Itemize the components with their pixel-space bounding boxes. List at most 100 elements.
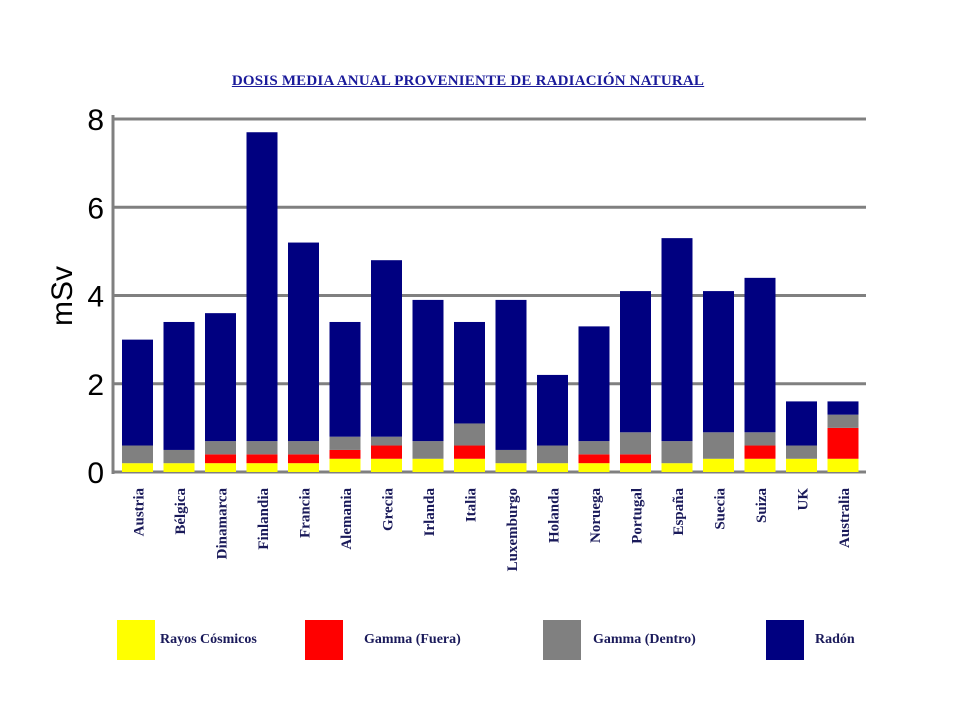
bar-segment [371,458,402,472]
category-label: Portugal [630,488,646,544]
bar-segment [620,291,651,433]
bar-segment [786,458,817,472]
legend-label: Gamma (Fuera) [364,632,461,647]
bar-segment [537,463,568,472]
legend-swatch [305,620,343,660]
bar-segment [371,260,402,437]
bar-segment [122,445,153,464]
category-label: Austria [132,488,148,537]
bar-segment [786,445,817,459]
bar-segment [703,432,734,459]
bar-segment [205,454,236,464]
bar-segment [661,441,693,464]
bar-segment [412,458,444,472]
bar-segment [537,374,568,446]
chart-title: DOSIS MEDIA ANUAL PROVENIENTE DE RADIACI… [231,73,705,89]
bar-segment [578,463,610,472]
bar-segment [703,458,734,472]
bar-segment [578,326,610,442]
bar-segment [163,321,195,450]
bar-segment [744,458,776,472]
y-tick-label: 8 [87,104,104,137]
bar-segment [744,432,776,446]
y-axis-label: mSv [46,266,79,326]
y-tick-label: 0 [87,457,104,490]
category-labels: Austria Bélgica Dinamarca Finlandia Francia A… [132,488,854,572]
y-tick-label: 2 [87,369,104,402]
bar-segment [288,242,319,442]
grid-lines [113,117,866,386]
legend-label: Gamma (Dentro) [593,632,696,647]
category-label: España [671,488,687,536]
bar-segment [163,463,195,472]
bar-segment [329,449,361,459]
legend-swatch [543,620,581,660]
legend-label: Radón [815,632,855,647]
category-label: Luxemburgo [505,488,521,571]
bar-segment [495,449,527,464]
category-label: Dinamarca [215,488,231,560]
bar-segment [246,132,278,442]
bar-segment [454,423,485,446]
bar-segment [288,441,319,455]
bar-segment [205,313,236,442]
bar-segment [205,463,236,472]
bar-segment [122,463,153,472]
category-label: Grecia [381,488,397,532]
bar-segment [578,454,610,464]
bar-segment [329,458,361,472]
bar-segment [620,432,651,455]
bar-segment [661,463,693,472]
category-label: Finlandia [256,488,272,550]
category-label: Bélgica [173,488,189,535]
bar-segment [827,458,859,472]
bar-segment [205,441,236,455]
bar-segment [371,436,402,446]
bar-segment [827,401,859,415]
bar-segment [537,445,568,464]
bar-segment [495,463,527,472]
bar-segment [454,321,485,424]
category-label: Alemania [339,488,355,550]
category-label: Noruega [588,488,604,543]
bar-segment [246,441,278,455]
category-label: Holanda [547,488,563,544]
legend-swatch [117,620,155,660]
axes: 0 2 4 6 8 [87,104,866,490]
category-label: Australia [837,488,853,549]
bar-segment [454,445,485,459]
legend-swatch [766,620,804,660]
category-label: Irlanda [422,488,438,537]
bars [122,132,859,472]
bar-segment [412,299,444,442]
bar-segment [246,463,278,472]
bar-segment [786,401,817,446]
bar-segment [329,321,361,437]
bar-segment [412,441,444,459]
bar-segment [744,445,776,459]
category-label: Italia [464,488,480,523]
bar-segment [163,449,195,464]
bar-segment [703,291,734,433]
bar-segment [122,339,153,446]
legend-label: Rayos Cósmicos [160,632,257,647]
y-tick-label: 4 [87,281,104,314]
bar-segment [661,238,693,442]
bar-segment [288,454,319,464]
bar-segment [329,436,361,450]
bar-segment [371,445,402,459]
bar-segment [827,414,859,428]
category-label: Francia [298,488,314,538]
bar-segment [744,277,776,433]
bar-segment [578,441,610,455]
bar-segment [454,458,485,472]
bar-segment [620,463,651,472]
bar-segment [246,454,278,464]
bar-segment [495,299,527,450]
category-label: UK [796,488,812,511]
category-label: Suiza [754,488,770,524]
bar-segment [827,427,859,459]
bar-segment [288,463,319,472]
bar-segment [620,454,651,464]
